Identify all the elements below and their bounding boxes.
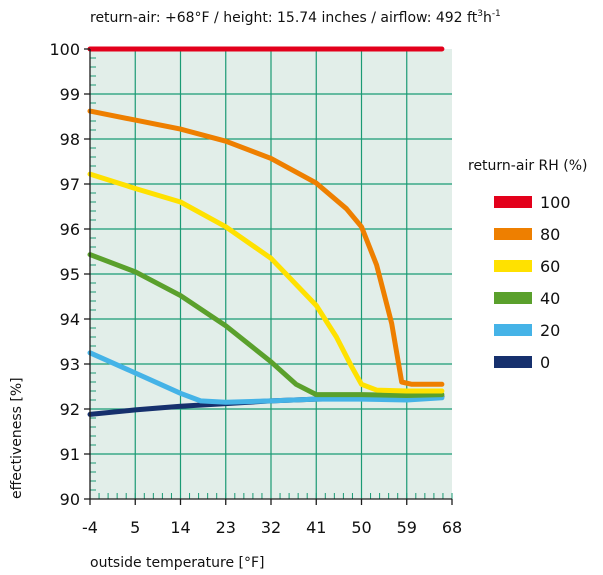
y-tick-label: 90: [60, 490, 80, 509]
y-tick-label: 92: [60, 400, 80, 419]
legend-swatch-rh-0: [494, 356, 532, 368]
x-tick-label: 50: [351, 518, 371, 537]
x-tick-label: 23: [216, 518, 236, 537]
y-tick-label: 95: [60, 265, 80, 284]
y-tick-label: 91: [60, 445, 80, 464]
legend-label-rh-100: 100: [540, 193, 571, 212]
y-tick-label: 99: [60, 85, 80, 104]
y-tick-label: 98: [60, 130, 80, 149]
chart-title: return-air: +68°F / height: 15.74 inches…: [90, 9, 501, 26]
x-tick-label: 14: [170, 518, 190, 537]
chart-title-main: return-air: +68°F / height: 15.74 inches…: [90, 10, 478, 26]
x-tick-labels: -4 5 14 23 32 41 50 59 68: [82, 518, 462, 537]
y-tick-label: 100: [49, 40, 80, 59]
series-lines: [87, 46, 445, 417]
x-tick-label: 59: [397, 518, 417, 537]
legend-label-rh-60: 60: [540, 257, 560, 276]
y-tick-label: 96: [60, 220, 80, 239]
series-line-rh-40: [87, 252, 445, 398]
x-axis-label: outside temperature [°F]: [90, 555, 265, 571]
legend-swatch-rh-100: [494, 196, 532, 208]
legend-swatch-rh-80: [494, 228, 532, 240]
grid-lines: [90, 49, 452, 499]
legend-swatch-rh-60: [494, 260, 532, 272]
chart-title-sup1: 3: [477, 9, 483, 19]
y-axis-label: effectiveness [%]: [9, 377, 25, 499]
legend: 100 80 60 40 20 0: [494, 193, 571, 372]
legend-label-rh-0: 0: [540, 353, 550, 372]
legend-label-rh-20: 20: [540, 321, 560, 340]
chart-title-sup2: -1: [492, 9, 501, 19]
y-tick-label: 94: [60, 310, 80, 329]
legend-swatch-rh-20: [494, 324, 532, 336]
legend-swatch-rh-40: [494, 292, 532, 304]
axes: [84, 48, 453, 505]
series-line-rh-60: [87, 171, 445, 394]
x-tick-label: 41: [306, 518, 326, 537]
legend-label-rh-80: 80: [540, 225, 560, 244]
x-tick-label: 5: [130, 518, 140, 537]
y-tick-label: 97: [60, 175, 80, 194]
legend-title: return-air RH (%): [468, 158, 587, 174]
x-tick-label: 32: [261, 518, 281, 537]
series-line-rh-20: [87, 350, 445, 405]
x-tick-label: 68: [442, 518, 462, 537]
chart-title-h: h: [483, 10, 492, 26]
series-line-rh-80: [87, 108, 445, 387]
legend-label-rh-40: 40: [540, 289, 560, 308]
x-tick-label: -4: [82, 518, 98, 537]
y-tick-labels: 90 91 92 93 94 95 96 97 98 99 100: [49, 40, 80, 509]
y-tick-label: 93: [60, 355, 80, 374]
